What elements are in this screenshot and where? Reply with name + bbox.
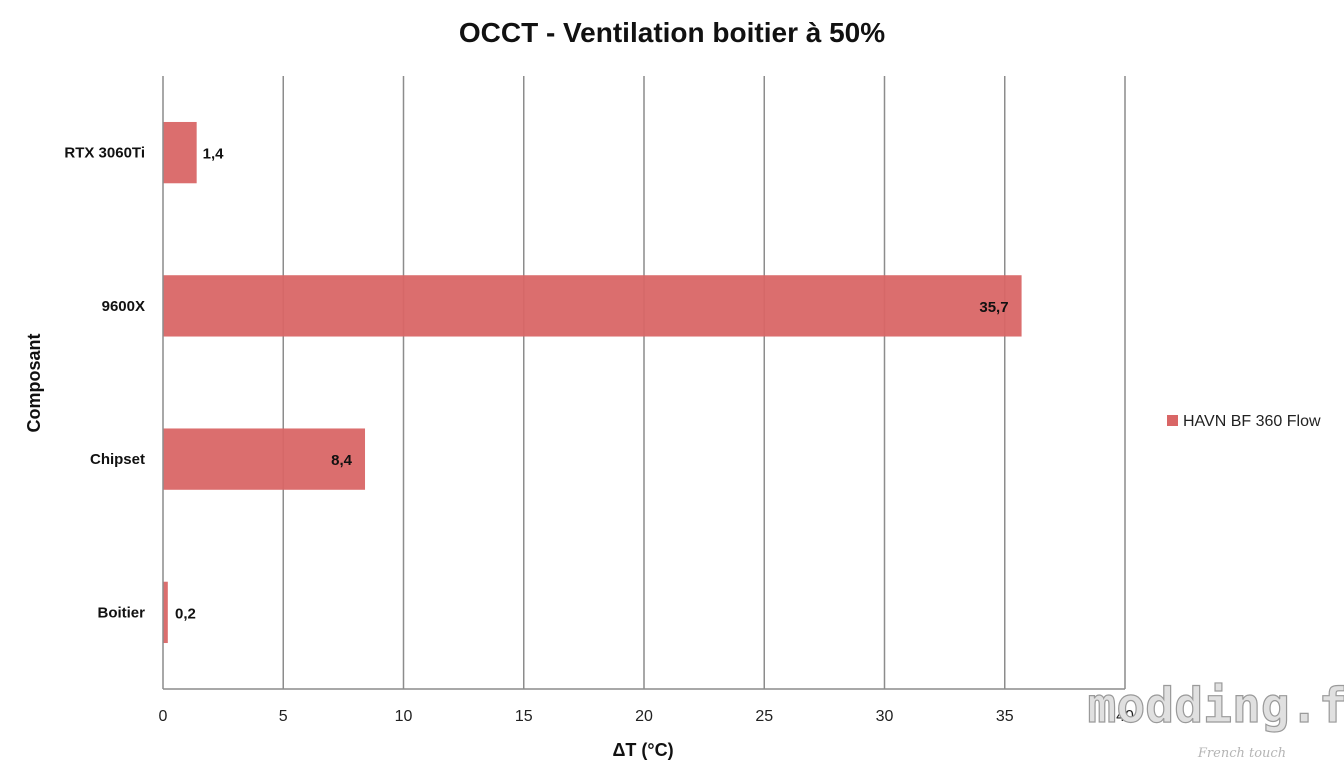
watermark-tagline: French touch (1197, 746, 1286, 761)
category-label: 9600X (102, 298, 145, 315)
legend-swatch (1167, 415, 1178, 426)
x-tick-label: 30 (876, 708, 894, 725)
x-tick-label: 10 (395, 708, 413, 725)
data-label: 0,2 (175, 605, 196, 622)
watermark-logo: modding.fr French touch (1087, 677, 1344, 761)
x-tick-label: 5 (279, 708, 288, 725)
bar (163, 581, 168, 644)
bar (163, 428, 366, 490)
x-tick-label: 0 (159, 708, 168, 725)
category-label: Chipset (90, 451, 145, 468)
bar (163, 275, 1022, 337)
category-label: RTX 3060Ti (64, 145, 145, 162)
watermark-text: modding.fr (1088, 678, 1344, 734)
grid-lines (282, 76, 1126, 689)
category-label: Boitier (97, 604, 145, 621)
y-axis-title: Composant (24, 333, 44, 432)
x-tick-label: 40 (1116, 708, 1134, 725)
data-label: 1,4 (203, 146, 225, 163)
x-tick-label: 25 (755, 708, 773, 725)
data-label: 35,7 (979, 299, 1008, 316)
x-tick-label: 20 (635, 708, 653, 725)
x-tick-label: 35 (996, 708, 1014, 725)
legend-label: HAVN BF 360 Flow (1183, 413, 1321, 430)
legend: HAVN BF 360 Flow (1167, 413, 1321, 430)
bars: 1,4 35,7 8,4 0,2 (163, 121, 1022, 644)
x-tick-label: 15 (515, 708, 533, 725)
bar (163, 121, 197, 184)
axes: 0 5 10 15 20 25 30 35 40 RTX 3060Ti 9600X Chipset Bo… (64, 76, 1134, 725)
data-label: 8,4 (331, 452, 353, 469)
x-axis-title: ΔT (°C) (612, 740, 673, 760)
chart-title: OCCT - Ventilation boitier à 50% (459, 17, 885, 48)
